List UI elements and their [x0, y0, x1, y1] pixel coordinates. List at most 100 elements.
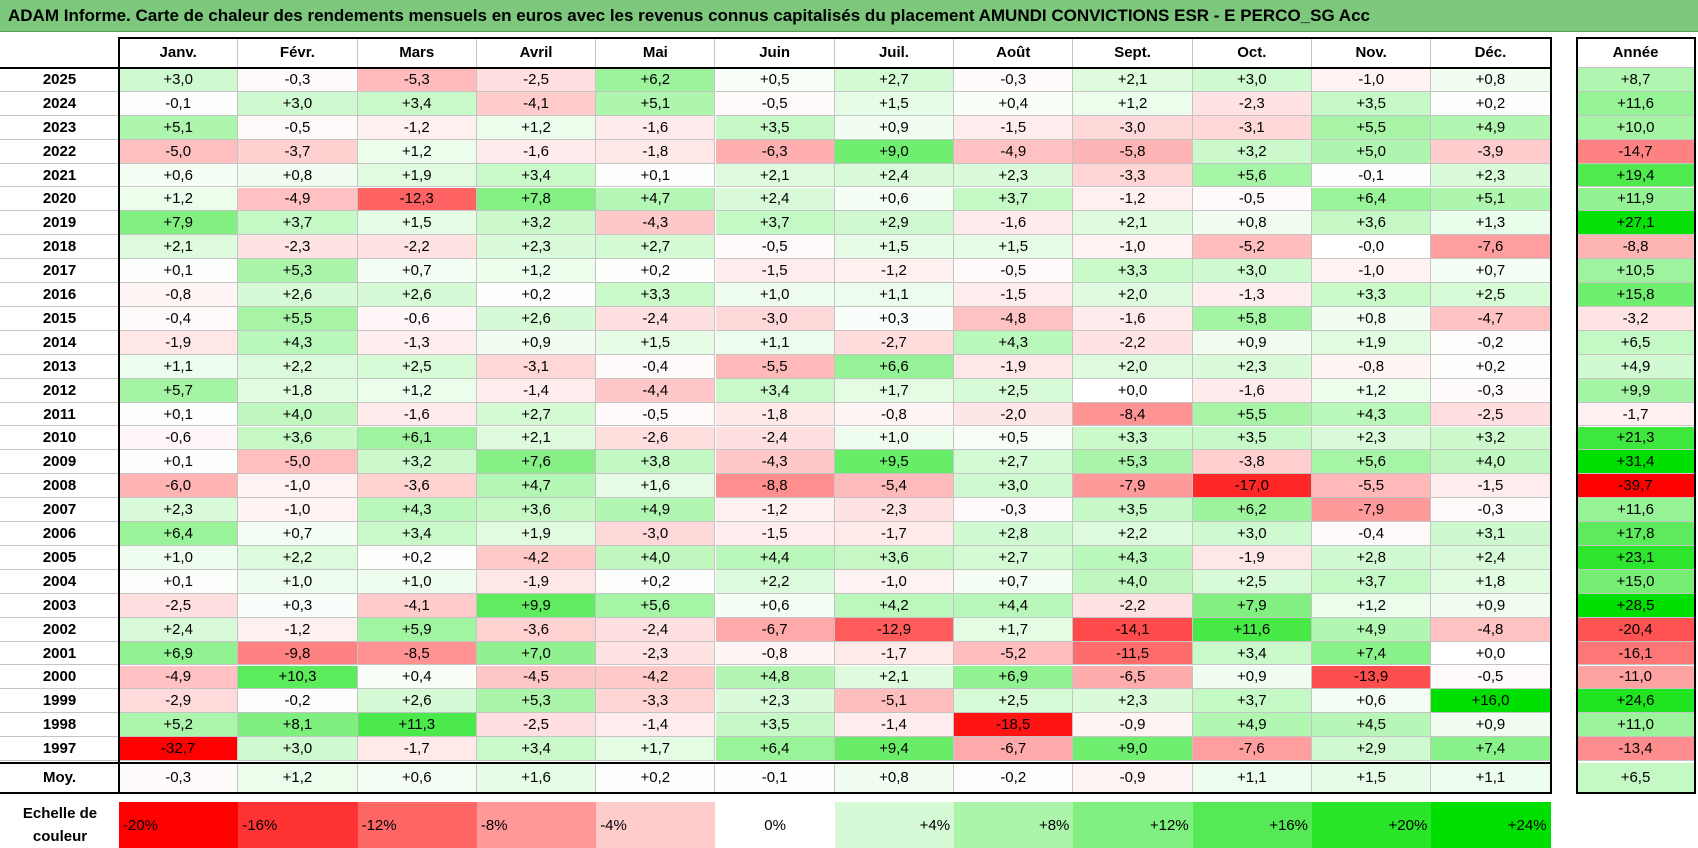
heatmap-cell: -0,6: [119, 426, 239, 451]
heatmap-cell: +7,6: [476, 450, 597, 475]
heatmap-cell: +3,5: [1312, 91, 1432, 116]
year-label: 2011: [0, 402, 119, 427]
color-scale-step: -8%: [476, 802, 597, 848]
heatmap-cell: +2,3: [1192, 354, 1312, 379]
annual-cell: +11,0: [1577, 713, 1695, 738]
year-label: 2017: [0, 259, 119, 284]
heatmap-cell: +2,7: [954, 546, 1074, 570]
heatmap-cell: +2,0: [1073, 283, 1193, 307]
heatmap-cell: +1,2: [1312, 378, 1432, 403]
heatmap-cell: +2,6: [357, 689, 477, 714]
heatmap-cell: +0,9: [1431, 713, 1551, 738]
heatmap-cell: -2,2: [357, 235, 477, 260]
annual-cell: +9,9: [1577, 378, 1695, 403]
average-cell: +0,2: [596, 763, 716, 794]
heatmap-cell: +1,1: [834, 283, 955, 307]
heatmap-cell: +3,5: [1073, 498, 1193, 523]
heatmap-cell: +4,3: [1312, 402, 1432, 427]
heatmap-cell: +5,9: [357, 617, 477, 642]
heatmap-cell: +3,2: [1431, 426, 1551, 451]
heatmap-cell: -1,3: [1192, 283, 1312, 307]
heatmap-cell: +3,1: [1431, 522, 1551, 546]
heatmap-cell: +5,1: [119, 115, 239, 140]
heatmap-cell: -2,2: [1073, 330, 1193, 355]
heatmap-cell: +0,6: [1312, 689, 1432, 714]
heatmap-cell: +7,4: [1312, 641, 1432, 666]
heatmap-cell: -1,3: [357, 330, 477, 355]
heatmap-cell: +3,6: [834, 546, 955, 570]
heatmap-cell: +4,7: [476, 474, 597, 499]
heatmap-cell: -4,1: [476, 91, 597, 116]
year-label: 2009: [0, 450, 119, 475]
heatmap-cell: +0,7: [238, 522, 358, 546]
heatmap-cell: +6,4: [119, 522, 239, 546]
heatmap-cell: +1,0: [238, 569, 358, 594]
annual-cell: +24,6: [1577, 689, 1695, 714]
heatmap-cell: -1,6: [357, 402, 477, 427]
heatmap-cell: +2,5: [357, 354, 477, 379]
heatmap-cell: +0,0: [1431, 641, 1551, 666]
heatmap-cell: -1,0: [1312, 259, 1432, 284]
heatmap-cell: +2,1: [1073, 211, 1193, 236]
heatmap-cell: -1,7: [834, 641, 955, 666]
average-divider: [0, 762, 1551, 765]
heatmap-cell: +4,9: [596, 498, 716, 523]
heatmap-cell: +2,8: [954, 522, 1074, 546]
heatmap-cell: +5,3: [476, 689, 597, 714]
heatmap-cell: +2,8: [1312, 546, 1432, 570]
heatmap-cell: -2,5: [1431, 402, 1551, 427]
heatmap-cell: -2,4: [596, 307, 716, 331]
month-header: Sept.: [1073, 38, 1193, 68]
heatmap-cell: -11,5: [1073, 641, 1193, 666]
heatmap-cell: +5,1: [1431, 187, 1551, 212]
heatmap-cell: -3,0: [715, 307, 835, 331]
chart-title: ADAM Informe. Carte de chaleur des rende…: [0, 0, 1698, 32]
heatmap-cell: +2,0: [1073, 354, 1193, 379]
heatmap-cell: +3,3: [1312, 283, 1432, 307]
heatmap-cell: +5,3: [238, 259, 358, 284]
heatmap-cell: -0,5: [715, 235, 835, 260]
heatmap-cell: -5,5: [715, 354, 835, 379]
heatmap-cell: -5,2: [954, 641, 1074, 666]
average-cell: -0,9: [1073, 763, 1193, 794]
heatmap-cell: +0,4: [357, 665, 477, 690]
heatmap-cell: -1,9: [954, 354, 1074, 379]
heatmap-cell: +0,3: [834, 307, 955, 331]
heatmap-cell: +3,3: [1073, 259, 1193, 284]
heatmap-cell: -1,6: [1073, 307, 1193, 331]
heatmap-cell: +1,8: [238, 378, 358, 403]
heatmap-cell: +4,4: [715, 546, 835, 570]
heatmap-cell: +2,6: [357, 283, 477, 307]
heatmap-cell: -2,3: [834, 498, 955, 523]
heatmap-cell: +2,6: [476, 307, 597, 331]
heatmap-cell: -17,0: [1192, 474, 1312, 499]
heatmap-cell: -3,7: [238, 139, 358, 164]
heatmap-cell: +1,1: [119, 354, 239, 379]
heatmap-cell: +2,7: [834, 68, 955, 92]
heatmap-cell: +4,3: [357, 498, 477, 523]
average-cell: +1,5: [1312, 763, 1432, 794]
heatmap-cell: -3,3: [596, 689, 716, 714]
heatmap-cell: +9,0: [1073, 737, 1193, 762]
annual-cell: -39,7: [1577, 474, 1695, 499]
heatmap-cell: -4,7: [1431, 307, 1551, 331]
heatmap-cell: +7,4: [1431, 737, 1551, 762]
heatmap-cell: -2,2: [1073, 593, 1193, 618]
heatmap-cell: -1,6: [596, 115, 716, 140]
heatmap-cell: +0,2: [476, 283, 597, 307]
color-scale-step: -4%: [596, 802, 716, 848]
heatmap-cell: -8,8: [715, 474, 835, 499]
heatmap-cell: +4,0: [238, 402, 358, 427]
heatmap-cell: -0,4: [596, 354, 716, 379]
heatmap-cell: +2,2: [1073, 522, 1193, 546]
year-label: 2008: [0, 474, 119, 499]
heatmap-cell: +5,5: [1192, 402, 1312, 427]
heatmap-cell: +3,6: [238, 426, 358, 451]
heatmap-cell: +0,7: [1431, 259, 1551, 284]
heatmap-cell: -2,9: [119, 689, 239, 714]
year-label: 2000: [0, 665, 119, 690]
heatmap-cell: +3,7: [1192, 689, 1312, 714]
heatmap-cell: +5,3: [1073, 450, 1193, 475]
heatmap-cell: +1,9: [357, 163, 477, 188]
heatmap-cell: +6,2: [596, 68, 716, 92]
